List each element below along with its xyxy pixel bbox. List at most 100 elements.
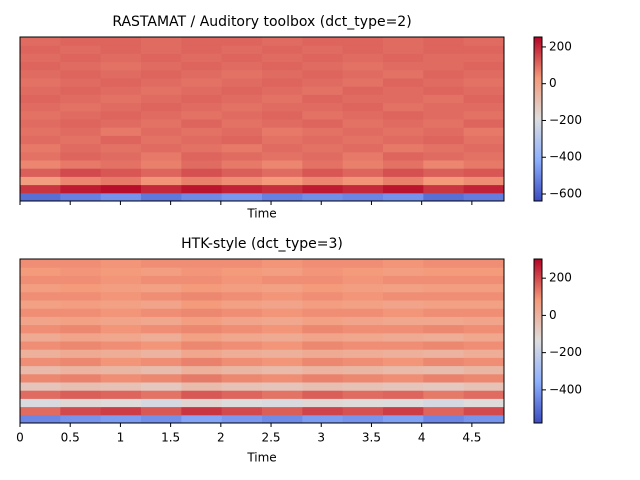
heatmap-cell — [20, 184, 61, 194]
heatmap-cell — [262, 69, 303, 79]
heatmap-cell — [342, 398, 384, 408]
heatmap-cell — [302, 398, 344, 408]
heatmap-cell — [262, 373, 303, 383]
heatmap-cell — [100, 168, 142, 177]
heatmap-cell — [463, 119, 505, 128]
heatmap-cell — [463, 102, 505, 112]
heatmap-cell — [60, 78, 102, 87]
heatmap-cell — [342, 184, 384, 194]
heatmap-cell — [302, 390, 344, 399]
heatmap-cell — [141, 45, 182, 54]
heatmap-cell — [262, 398, 303, 408]
heatmap-cell — [60, 267, 102, 276]
heatmap-cell — [302, 184, 344, 194]
heatmap-cell — [302, 349, 344, 358]
heatmap-cell — [463, 275, 505, 285]
heatmap-cell — [60, 324, 102, 334]
heatmap-cell — [342, 283, 384, 293]
heatmap-cell — [141, 78, 182, 87]
heatmap-cell — [262, 151, 303, 161]
heatmap-cell — [423, 316, 465, 326]
heatmap-cell — [262, 259, 303, 268]
heatmap-cell — [302, 414, 344, 424]
heatmap-cell — [463, 373, 505, 383]
heatmap-cell — [262, 86, 303, 95]
heatmap-cell — [181, 45, 223, 54]
heatmap-cell — [423, 382, 465, 391]
heatmap-cell — [302, 267, 344, 276]
heatmap-cell — [181, 275, 223, 285]
heatmap-cell — [342, 168, 384, 177]
x-tick-label: 2 — [217, 431, 225, 445]
heatmap-cell — [302, 300, 344, 309]
axes-frame — [19, 258, 505, 424]
heatmap-cell — [383, 283, 424, 293]
heatmap-cell — [342, 349, 384, 358]
heatmap-cell — [181, 94, 223, 104]
heatmap-cell — [181, 357, 223, 367]
heatmap-cell — [100, 382, 142, 391]
heatmap-cell — [302, 365, 344, 375]
heatmap-cell — [302, 357, 344, 367]
x-tick-label: 4.5 — [462, 431, 481, 445]
heatmap-cell — [100, 69, 142, 79]
heatmap-cell — [342, 341, 384, 350]
heatmap-cell — [383, 275, 424, 285]
heatmap-cell — [423, 414, 465, 424]
heatmap-cell — [60, 275, 102, 285]
heatmap-cell — [423, 69, 465, 79]
heatmap-cell — [423, 283, 465, 293]
colorbar-tick-label: 0 — [549, 308, 557, 322]
heatmap-cell — [342, 151, 384, 161]
heatmap-cell — [463, 382, 505, 391]
heatmap-cell — [20, 414, 61, 424]
heatmap-cell — [342, 275, 384, 285]
heatmap-cell — [262, 45, 303, 54]
heatmap-cell — [383, 184, 424, 194]
heatmap-cell — [342, 127, 384, 136]
heatmap-cell — [141, 69, 182, 79]
heatmap-cell — [20, 275, 61, 285]
heatmap-cell — [60, 94, 102, 104]
heatmap-cell — [60, 406, 102, 416]
heatmap-cell — [423, 275, 465, 285]
heatmap-cell — [262, 349, 303, 358]
colorbar-tick-label: −400 — [549, 382, 582, 396]
heatmap-cell — [181, 102, 223, 112]
heatmap-cell — [262, 308, 303, 317]
heatmap-cell — [463, 341, 505, 350]
heatmap-cell — [60, 102, 102, 112]
heatmap-cell — [141, 406, 182, 416]
heatmap-cell — [383, 53, 424, 63]
heatmap-cell — [141, 324, 182, 334]
heatmap-cell — [20, 398, 61, 408]
heatmap-cell — [262, 102, 303, 112]
heatmap-cell — [262, 176, 303, 186]
colorbar-tick-label: 0 — [549, 76, 557, 90]
heatmap-cell — [20, 151, 61, 161]
heatmap-cell — [423, 324, 465, 334]
heatmap-cell — [221, 382, 263, 391]
heatmap-cell — [302, 341, 344, 350]
heatmap-cell — [342, 382, 384, 391]
heatmap-cell — [383, 192, 424, 202]
heatmap-cell — [60, 365, 102, 375]
x-tick-label: 0 — [16, 431, 24, 445]
heatmap-cell — [221, 184, 263, 194]
heatmap-cell — [383, 176, 424, 186]
heatmap-cell — [60, 160, 102, 169]
heatmap-cell — [60, 349, 102, 358]
heatmap-cell — [221, 37, 263, 46]
heatmap-cell — [20, 300, 61, 309]
heatmap-cell — [221, 61, 263, 71]
heatmap-cell — [60, 332, 102, 342]
heatmap-cell — [302, 168, 344, 177]
heatmap-cell — [181, 373, 223, 383]
heatmap-cell — [383, 398, 424, 408]
heatmap-cell — [181, 398, 223, 408]
heatmap-cell — [302, 291, 344, 301]
heatmap-cell — [221, 94, 263, 104]
heatmap-cell — [262, 110, 303, 120]
heatmap-cell — [141, 259, 182, 268]
